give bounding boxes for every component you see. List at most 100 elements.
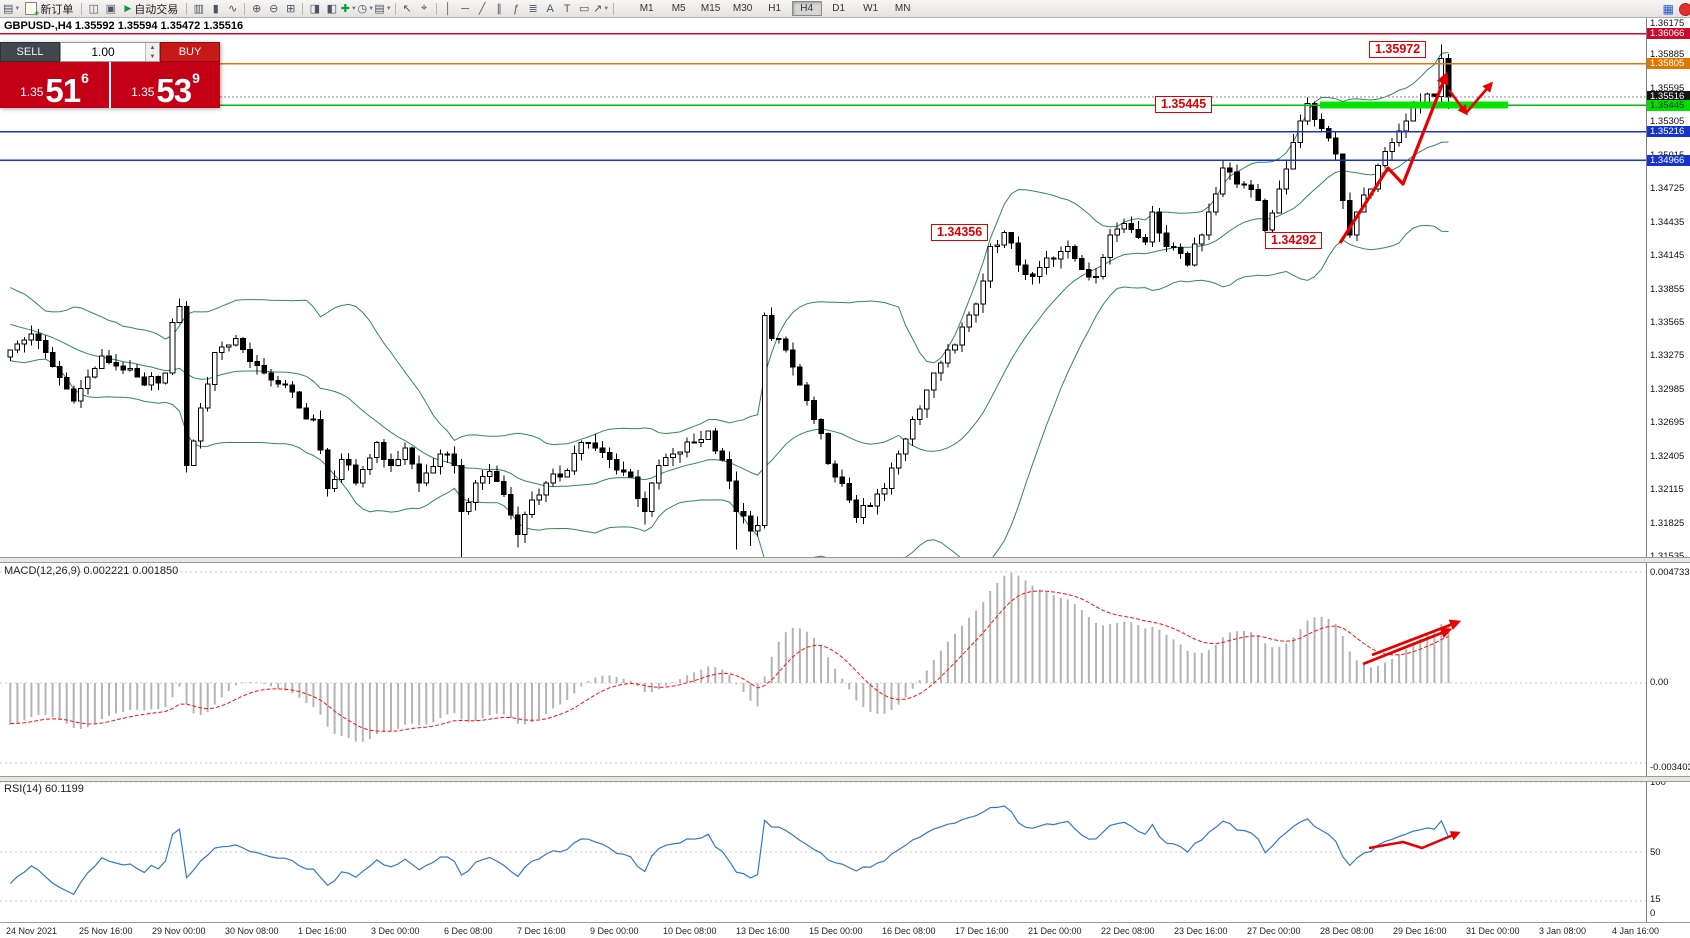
tile-windows-icon[interactable]: ⊞ <box>286 3 296 15</box>
macd-signal-line <box>10 590 1449 732</box>
green-zone-badge: 1.35445 <box>1647 99 1690 111</box>
notification-icon[interactable] <box>1679 2 1690 16</box>
time-axis-label: 22 Dec 08:00 <box>1101 926 1155 936</box>
timeframe-group: M1 M5 M15 M30 H1 H4 D1 W1 MN <box>631 1 919 16</box>
time-axis-label: 17 Dec 16:00 <box>955 926 1009 936</box>
indicator-axis-label: -0.003403 <box>1650 762 1690 773</box>
profiles-icon[interactable]: ◫ <box>88 3 100 15</box>
window-layout-icon[interactable]: ▣ <box>105 3 117 15</box>
price-axis-label: 1.32115 <box>1650 484 1684 496</box>
add-indicator-icon[interactable]: ✚ ▼ <box>340 3 357 15</box>
timeframe-button-H1[interactable]: H1 <box>768 3 782 14</box>
time-axis-label: 10 Dec 08:00 <box>663 926 717 936</box>
zoom-out-icon[interactable]: ⊖ <box>269 3 279 15</box>
zoom-in-icon[interactable]: ⊕ <box>252 3 262 15</box>
timeframe-button-M5[interactable]: M5 <box>671 3 686 14</box>
buy-price-prefix: 1.35 <box>131 85 155 99</box>
toolbar-separator <box>302 2 304 15</box>
fibonacci-icon[interactable]: ƒ <box>513 2 520 15</box>
panel-separator[interactable] <box>0 557 1690 563</box>
channel-icon[interactable]: ∥ <box>496 3 502 15</box>
indicator-axis-label: 0.00 <box>1650 677 1669 688</box>
new-order-label: 新订单 <box>40 3 74 16</box>
price-axis-label: 1.34435 <box>1650 216 1685 228</box>
data-window-icon[interactable]: ▦ <box>1662 2 1674 16</box>
timeframe-button-H4[interactable]: H4 <box>791 1 822 16</box>
indicator-axis-label: 0.004733 <box>1650 567 1690 578</box>
blue-line-2-badge: 1.34966 <box>1647 154 1690 166</box>
equidistant-icon[interactable]: ≣ <box>528 3 538 15</box>
pullback-low-price-label[interactable]: 1.34292 <box>1265 232 1323 249</box>
main-chart-canvas[interactable] <box>0 18 1646 558</box>
cursor-icon[interactable]: ↖ <box>402 3 412 15</box>
sell-button[interactable]: SELL <box>0 42 60 62</box>
price-axis-label: 1.31825 <box>1650 517 1685 529</box>
price-axis-label: 1.31535 <box>1650 551 1684 562</box>
rsi-line <box>9 805 1450 896</box>
toolbar-separator <box>612 2 614 15</box>
toolbar-separator <box>394 2 396 15</box>
time-axis-label: 27 Dec 00:00 <box>1247 926 1301 936</box>
templates-icon[interactable]: ▤ ▼ <box>374 3 392 15</box>
timeframe-button-MN[interactable]: MN <box>894 3 911 14</box>
chart-shift-icon[interactable]: ◨ <box>309 3 320 15</box>
text-tool-icon[interactable]: A <box>546 2 554 15</box>
crosshair-icon[interactable]: ⌖ <box>421 2 428 14</box>
rsi-indicator-canvas[interactable] <box>0 780 1646 922</box>
sell-price-pipette: 6 <box>81 70 89 86</box>
buy-button[interactable]: BUY <box>160 42 220 62</box>
autotrade-button[interactable]: ▶ 自动交易 <box>119 1 183 16</box>
price-axis[interactable]: 1.361751.358851.355951.353051.350151.347… <box>1646 18 1690 922</box>
timeframe-button-D1[interactable]: D1 <box>832 3 846 14</box>
buy-quote[interactable]: 1.35 53 9 <box>111 62 220 108</box>
volume-down-icon[interactable]: ▼ <box>146 52 159 61</box>
timeframe-button-M30[interactable]: M30 <box>732 3 753 14</box>
horizontal-line-icon[interactable]: ─ <box>461 2 470 15</box>
time-axis-label: 3 Jan 08:00 <box>1539 926 1587 936</box>
price-axis-label: 1.35305 <box>1650 116 1685 128</box>
volume-stepper[interactable]: 1.00 ▲ ▼ <box>60 42 160 62</box>
sell-quote[interactable]: 1.35 51 6 <box>0 62 109 108</box>
swing-high-price-label[interactable]: 1.34356 <box>931 224 989 241</box>
periods-icon[interactable]: ◷ ▼ <box>357 3 375 15</box>
arrows-tool-icon[interactable]: ↗ ▼ <box>593 3 610 15</box>
macd-indicator-canvas[interactable] <box>0 561 1646 777</box>
timeframe-button-M1[interactable]: M1 <box>639 3 654 14</box>
new-order-button[interactable]: 新订单 <box>20 1 78 18</box>
candlestick-chart-icon[interactable]: ▮ <box>212 3 219 15</box>
orange-line-badge: 1.35805 <box>1647 58 1690 70</box>
panel-separator[interactable] <box>0 776 1690 782</box>
time-axis[interactable]: 24 Nov 2021 25 Nov 16:00 29 Nov 00:00 30 No… <box>0 922 1690 938</box>
time-axis-label: 29 Dec 16:00 <box>1393 926 1447 936</box>
price-axis-label: 1.36175 <box>1650 18 1685 29</box>
current-bid-badge: 1.35516 <box>1647 91 1690 103</box>
auto-scroll-icon[interactable]: ◧ <box>326 3 337 15</box>
price-axis-label: 1.35595 <box>1650 82 1685 94</box>
candles <box>7 44 1452 558</box>
timeframe-button-W1[interactable]: W1 <box>863 3 879 14</box>
price-axis-label: 1.33275 <box>1650 350 1685 362</box>
trendline-icon[interactable]: ╱ <box>478 3 486 15</box>
label-tool-icon[interactable]: T <box>563 2 571 15</box>
time-axis-label: 13 Dec 16:00 <box>736 926 790 936</box>
peak-price-label[interactable]: 1.35972 <box>1369 41 1427 58</box>
volume-spinner: ▲ ▼ <box>145 43 159 61</box>
new-chart-icon[interactable]: ▤ ▼ <box>3 3 21 15</box>
shapes-tool-icon[interactable]: ▭ <box>578 3 590 15</box>
autotrade-label: 自动交易 <box>134 3 179 16</box>
volume-up-icon[interactable]: ▲ <box>146 43 159 52</box>
vertical-line-icon[interactable]: │ <box>444 2 452 15</box>
symbol-ohlc-line: GBPUSD-,H4 1.35592 1.35594 1.35472 1.355… <box>4 20 244 32</box>
time-axis-label: 29 Nov 00:00 <box>152 926 206 936</box>
volume-value[interactable]: 1.00 <box>91 45 115 59</box>
timeframe-button-M15[interactable]: M15 <box>700 3 721 14</box>
order-ticket-icon <box>25 2 39 18</box>
time-axis-label: 16 Dec 08:00 <box>882 926 936 936</box>
time-axis-label: 24 Nov 2021 <box>6 926 58 936</box>
sell-price-prefix: 1.35 <box>20 85 44 99</box>
line-chart-icon[interactable]: ∿ <box>228 3 238 15</box>
main-toolbar: ▤▼ 新订单 ◫ ▣ ▶ 自动交易 ▥ ▮ ∿ ⊕ ⊖ ⊞ ◨ ◧ ✚▼ ◷▼ … <box>0 0 1690 18</box>
bar-chart-icon[interactable]: ▥ <box>193 3 204 15</box>
support-price-label[interactable]: 1.35445 <box>1155 96 1213 113</box>
